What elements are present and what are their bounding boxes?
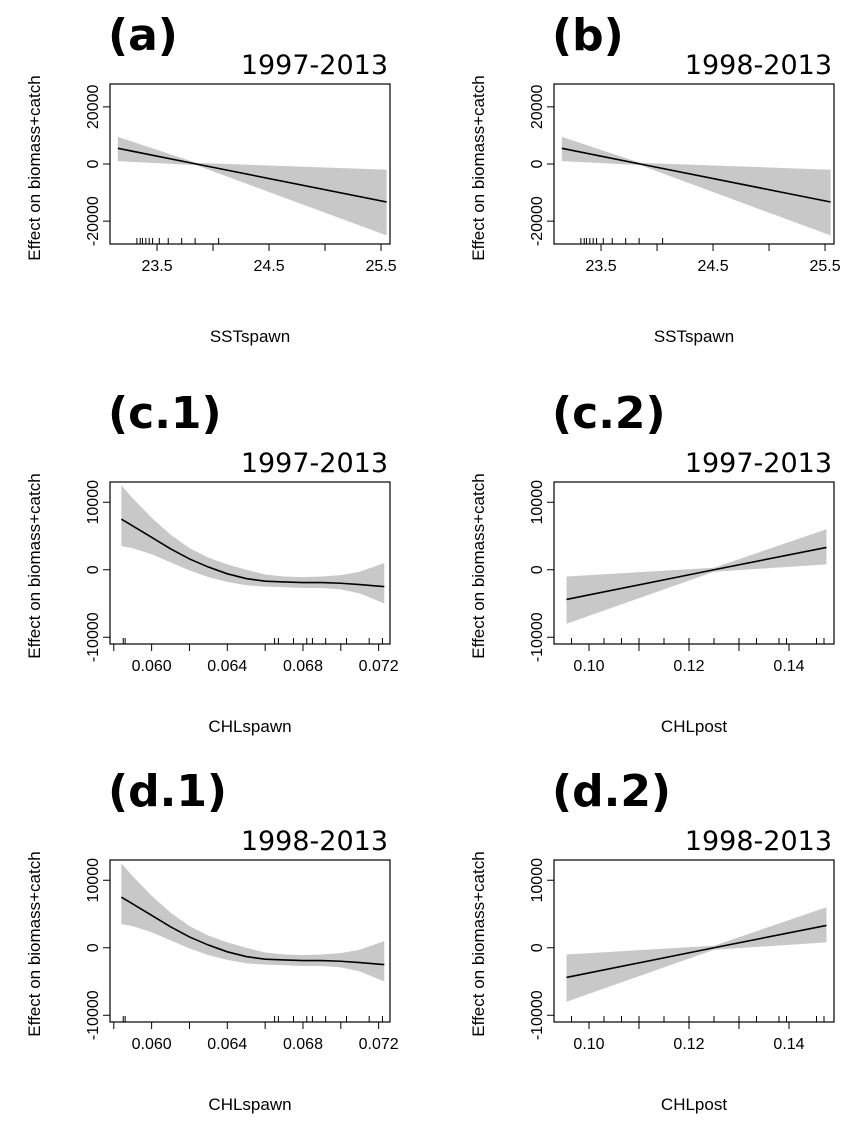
panel-d1: (d.1) 1998-2013 Effect on biomass+catch … <box>0 756 402 1126</box>
panel-c1: (c.1) 1997-2013 Effect on biomass+catch … <box>0 378 402 748</box>
y-axis-label: Effect on biomass+catch <box>469 473 488 658</box>
chart-c1: (c.1) 1997-2013 Effect on biomass+catch … <box>25 388 399 736</box>
chart-b: (b) 1998-2013 Effect on biomass+catch SS… <box>469 10 841 346</box>
panel-b: (b) 1998-2013 Effect on biomass+catch SS… <box>444 0 846 370</box>
x-axis-label: SSTspawn <box>210 327 290 346</box>
plot-area: 23.5 24.5 25.5 -20000 0 20000 <box>529 83 841 275</box>
x-axis-label: CHLspawn <box>208 1095 291 1114</box>
x-tick-label: 23.5 <box>141 258 172 275</box>
x-tick-label: 0.072 <box>359 1036 399 1053</box>
x-axis-label: CHLspawn <box>208 717 291 736</box>
panel-label: (c.1) <box>108 388 222 439</box>
x-tick-label: 25.5 <box>809 258 840 275</box>
chart-d2: (d.2) 1998-2013 Effect on biomass+catch … <box>469 766 835 1114</box>
confidence-band <box>117 136 387 236</box>
y-tick-label: 10000 <box>85 858 102 903</box>
chart-d1: (d.1) 1998-2013 Effect on biomass+catch … <box>25 766 399 1114</box>
panel-d2: (d.2) 1998-2013 Effect on biomass+catch … <box>444 756 846 1126</box>
fitted-line <box>117 147 387 203</box>
x-tick-label: 0.064 <box>207 1036 247 1053</box>
x-tick-label: 0.072 <box>359 658 399 675</box>
x-tick-label: 24.5 <box>697 258 728 275</box>
y-axis-label: Effect on biomass+catch <box>469 851 488 1036</box>
plot-frame <box>109 481 391 645</box>
x-tick-label: 0.10 <box>573 658 604 675</box>
plot-area: 0.10 0.12 0.14 -10000 0 10000 <box>529 858 835 1053</box>
x-tick-label: 0.068 <box>283 1036 323 1053</box>
panel-label: (d.1) <box>108 766 227 817</box>
x-axis-label: CHLpost <box>661 717 727 736</box>
y-tick-label: -20000 <box>85 196 102 246</box>
x-tick-label: 0.12 <box>673 658 704 675</box>
plot-area: 23.5 24.5 25.5 -20000 0 20000 <box>85 83 397 275</box>
plot-area: 0.060 0.064 0.068 0.072 -10000 0 10000 <box>85 858 399 1053</box>
y-tick-label: 0 <box>85 943 102 952</box>
period-label: 1998-2013 <box>685 826 832 857</box>
confidence-band <box>121 863 385 982</box>
x-axis-label: SSTspawn <box>654 327 734 346</box>
y-tick-label: 0 <box>529 943 546 952</box>
panel-label: (c.2) <box>552 388 666 439</box>
y-tick-label: -10000 <box>85 990 102 1040</box>
y-axis-label: Effect on biomass+catch <box>469 75 488 260</box>
period-label: 1997-2013 <box>241 448 388 479</box>
panel-label: (d.2) <box>552 766 671 817</box>
panel-a: (a) 1997-2013 Effect on biomass+catch SS… <box>0 0 402 370</box>
fitted-line <box>120 896 385 966</box>
confidence-band <box>121 485 385 604</box>
x-tick-label: 23.5 <box>585 258 616 275</box>
y-tick-label: 10000 <box>85 480 102 525</box>
y-tick-label: 0 <box>529 565 546 574</box>
x-tick-label: 0.068 <box>283 658 323 675</box>
confidence-band <box>566 529 827 624</box>
fitted-line <box>566 546 827 601</box>
x-axis-label: CHLpost <box>661 1095 727 1114</box>
fitted-line <box>561 147 831 203</box>
y-tick-label: 0 <box>529 159 546 168</box>
confidence-band <box>561 136 831 236</box>
plot-frame <box>553 859 835 1023</box>
y-axis-label: Effect on biomass+catch <box>25 851 44 1036</box>
y-tick-label: 10000 <box>529 480 546 525</box>
y-tick-label: 20000 <box>529 85 546 130</box>
x-tick-label: 0.14 <box>773 1036 804 1053</box>
x-tick-label: 0.14 <box>773 658 804 675</box>
chart-c2: (c.2) 1997-2013 Effect on biomass+catch … <box>469 388 835 736</box>
x-tick-label: 0.060 <box>132 1036 172 1053</box>
period-label: 1998-2013 <box>685 50 832 81</box>
fitted-line <box>120 518 385 588</box>
period-label: 1998-2013 <box>241 826 388 857</box>
x-tick-label: 0.12 <box>673 1036 704 1053</box>
y-tick-label: -10000 <box>529 612 546 662</box>
y-tick-label: -10000 <box>85 612 102 662</box>
y-tick-label: -10000 <box>529 990 546 1040</box>
x-tick-label: 0.060 <box>132 658 172 675</box>
fitted-line <box>566 924 827 979</box>
x-tick-label: 0.10 <box>573 1036 604 1053</box>
plot-frame <box>109 859 391 1023</box>
plot-frame <box>553 481 835 645</box>
panel-label: (b) <box>552 10 624 61</box>
x-tick-label: 25.5 <box>365 258 396 275</box>
y-tick-label: 10000 <box>529 858 546 903</box>
x-tick-label: 24.5 <box>253 258 284 275</box>
y-tick-label: 0 <box>85 159 102 168</box>
confidence-band <box>566 907 827 1002</box>
y-tick-label: -20000 <box>529 196 546 246</box>
period-label: 1997-2013 <box>241 50 388 81</box>
y-axis-label: Effect on biomass+catch <box>25 75 44 260</box>
chart-a: (a) 1997-2013 Effect on biomass+catch SS… <box>25 10 397 346</box>
x-tick-label: 0.064 <box>207 658 247 675</box>
panel-label: (a) <box>108 10 178 61</box>
period-label: 1997-2013 <box>685 448 832 479</box>
y-tick-label: 0 <box>85 565 102 574</box>
y-axis-label: Effect on biomass+catch <box>25 473 44 658</box>
y-tick-label: 20000 <box>85 85 102 130</box>
panel-c2: (c.2) 1997-2013 Effect on biomass+catch … <box>444 378 846 748</box>
plot-area: 0.10 0.12 0.14 -10000 0 10000 <box>529 480 835 675</box>
plot-area: 0.060 0.064 0.068 0.072 -10000 0 10000 <box>85 480 399 675</box>
